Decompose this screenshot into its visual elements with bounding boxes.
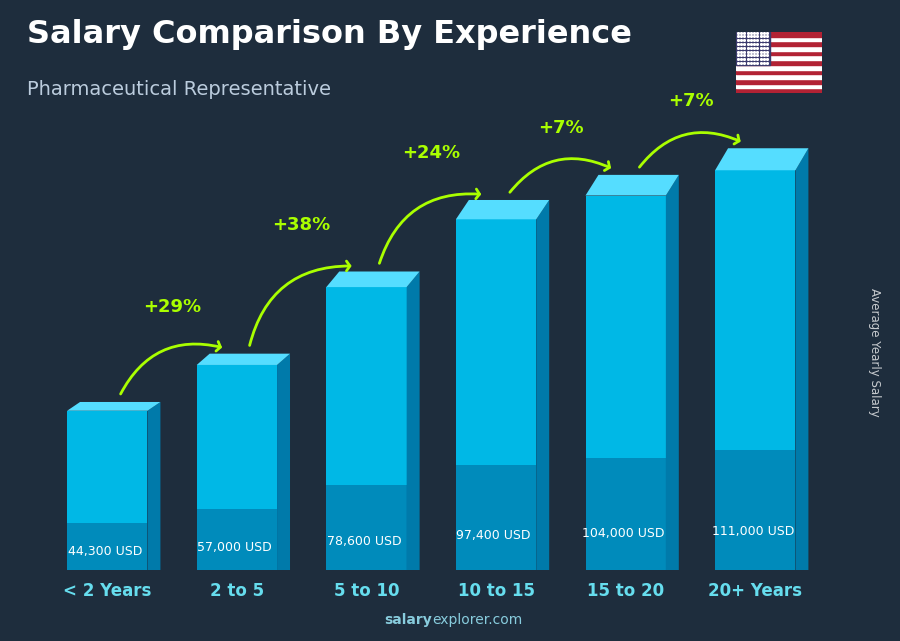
Bar [736,88,822,93]
Bar [736,56,822,60]
Text: 78,600 USD: 78,600 USD [327,535,401,548]
Polygon shape [197,509,277,570]
Polygon shape [716,171,796,570]
Bar [736,79,822,83]
Polygon shape [586,458,666,570]
Bar [736,37,822,42]
Text: +7%: +7% [538,119,584,137]
Polygon shape [456,465,536,570]
Polygon shape [716,148,808,171]
Polygon shape [327,485,407,570]
Polygon shape [277,354,290,570]
Bar [736,32,770,65]
Text: explorer.com: explorer.com [432,613,522,627]
Bar [736,42,822,46]
Text: 111,000 USD: 111,000 USD [712,526,794,538]
Bar [736,51,822,56]
Text: 104,000 USD: 104,000 USD [581,528,664,540]
Bar [736,74,822,79]
Bar [736,46,822,51]
Bar [736,60,822,65]
Text: +7%: +7% [668,92,714,110]
Text: 97,400 USD: 97,400 USD [456,529,531,542]
Polygon shape [586,196,666,570]
Polygon shape [456,200,549,219]
Polygon shape [327,287,407,570]
Bar [736,65,822,69]
Polygon shape [586,175,679,196]
Polygon shape [456,219,536,570]
Text: Pharmaceutical Representative: Pharmaceutical Representative [27,80,331,99]
Polygon shape [68,402,160,411]
Text: Salary Comparison By Experience: Salary Comparison By Experience [27,19,632,50]
Bar [736,32,822,37]
Bar [736,83,822,88]
Text: +24%: +24% [402,144,460,162]
Text: salary: salary [384,613,432,627]
Text: +38%: +38% [273,215,331,234]
Polygon shape [407,272,419,570]
Bar [736,69,822,74]
Polygon shape [148,402,160,570]
Polygon shape [197,354,290,365]
Polygon shape [796,148,808,570]
Text: 57,000 USD: 57,000 USD [197,541,272,554]
Text: Average Yearly Salary: Average Yearly Salary [868,288,881,417]
Polygon shape [666,175,679,570]
Polygon shape [327,272,419,287]
Polygon shape [716,451,796,570]
Polygon shape [68,411,148,570]
Text: +29%: +29% [143,298,201,316]
Polygon shape [536,200,549,570]
Polygon shape [68,522,148,570]
Polygon shape [197,365,277,570]
Text: 44,300 USD: 44,300 USD [68,545,142,558]
